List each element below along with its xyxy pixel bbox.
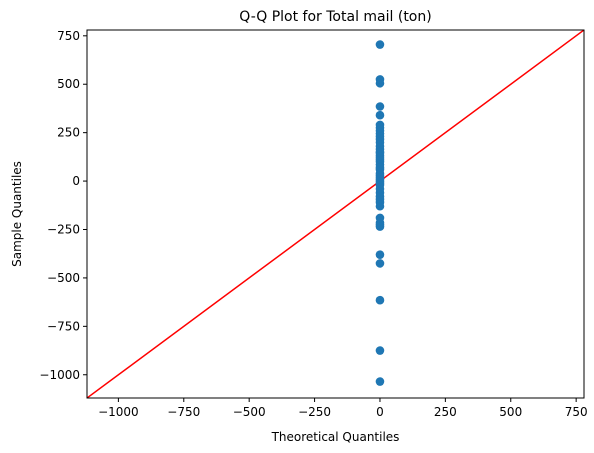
x-tick-label: 250 [434, 405, 457, 419]
y-tick-label: 0 [72, 174, 80, 188]
data-point [375, 147, 385, 157]
x-tick-label: −250 [298, 405, 331, 419]
data-point [375, 40, 385, 49]
reference-line [87, 30, 584, 398]
x-axis: −1000 −750 −500 −250 0 250 500 750 [98, 398, 588, 419]
data-point [375, 377, 385, 386]
x-tick-label: −750 [167, 405, 200, 419]
y-axis-label: Sample Quantiles [10, 161, 24, 267]
data-point [375, 346, 385, 355]
y-tick-label: 250 [57, 126, 80, 140]
y-tick-label: 750 [57, 29, 80, 43]
y-tick-label: −1000 [39, 368, 80, 382]
y-tick-label: −250 [47, 222, 80, 236]
x-tick-label: 750 [565, 405, 588, 419]
y-tick-label: −750 [47, 319, 80, 333]
data-point [375, 110, 385, 120]
data-point [375, 295, 385, 305]
y-tick-label: 500 [57, 77, 80, 91]
data-point [375, 102, 385, 111]
data-point [375, 75, 385, 84]
data-point [375, 213, 385, 223]
x-axis-label: Theoretical Quantiles [271, 430, 400, 444]
data-point [375, 259, 385, 268]
y-tick-label: −500 [47, 271, 80, 285]
x-tick-label: −500 [233, 405, 266, 419]
chart-title: Q-Q Plot for Total mail (ton) [239, 9, 431, 25]
plot-frame [86, 29, 585, 399]
data-point [375, 120, 385, 130]
data-point [375, 250, 385, 259]
data-point [375, 163, 385, 172]
y-axis: −1000 −750 −500 −250 0 250 500 750 [39, 29, 87, 382]
x-tick-label: 0 [376, 405, 384, 419]
x-tick-label: 500 [499, 405, 522, 419]
x-tick-label: −1000 [98, 405, 139, 419]
plot-area [87, 30, 584, 398]
